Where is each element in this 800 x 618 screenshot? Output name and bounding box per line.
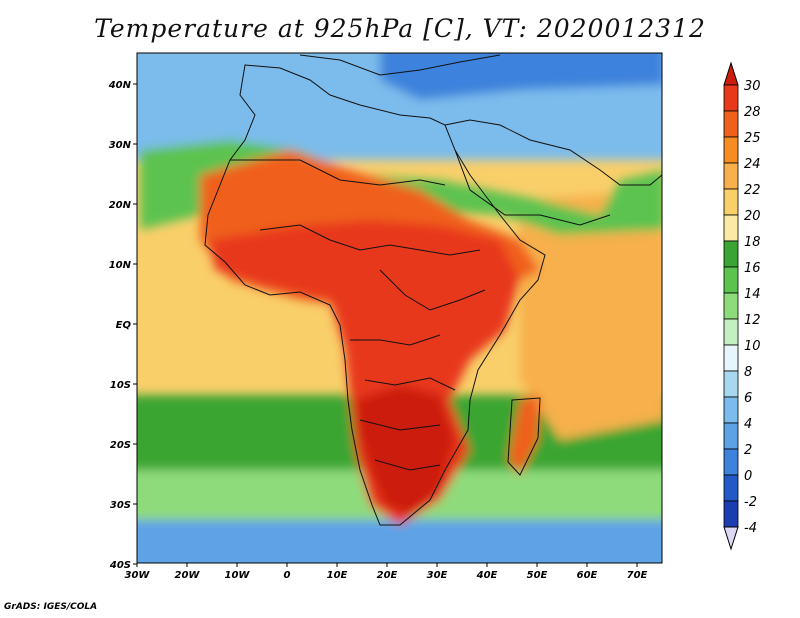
colorbar-label: -2 <box>744 495 757 510</box>
lat-tick-label: 30S <box>110 500 131 511</box>
colorbar-swatch <box>723 110 739 138</box>
colorbar-label: 30 <box>744 79 761 94</box>
grads-credit: GrADS: IGES/COLA <box>4 602 98 612</box>
colorbar-max-triangle <box>723 61 739 86</box>
colorbar-label: 25 <box>744 131 761 146</box>
colorbar-swatch <box>723 422 739 450</box>
lon-tick-label: 50E <box>527 570 548 581</box>
lon-tick-label: 20E <box>377 570 398 581</box>
temperature-field <box>137 53 662 563</box>
colorbar-label: 14 <box>744 287 761 302</box>
coastlines <box>204 54 662 526</box>
lat-tick-label: 40N <box>108 80 132 91</box>
lat-tick-label: EQ <box>116 320 132 331</box>
colorbar-label: 2 <box>744 443 752 458</box>
colorbar-swatch <box>723 396 739 424</box>
lat-tick-label: 10N <box>109 260 132 271</box>
lon-tick-label: 20W <box>175 570 201 581</box>
lon-tick-label: 60E <box>577 570 598 581</box>
colorbar-label: 4 <box>744 417 752 432</box>
field-indian-ocean <box>520 190 662 440</box>
colorbar-label: 8 <box>744 365 752 380</box>
lon-tick-label: 10W <box>225 570 251 581</box>
colorbar-swatch <box>723 266 739 294</box>
field-north-cold <box>380 53 662 100</box>
colorbar-swatch <box>723 188 739 216</box>
field-madagascar <box>508 395 540 475</box>
colorbar-label: 0 <box>744 469 752 484</box>
lat-tick-label: 10S <box>110 380 131 391</box>
colorbar-label: 10 <box>744 339 761 354</box>
colorbar-label: 16 <box>744 261 761 276</box>
colorbar-label: 20 <box>744 209 761 224</box>
map-frame <box>136 52 663 564</box>
lon-tick-label: 30E <box>427 570 448 581</box>
colorbar-swatch <box>723 474 739 502</box>
colorbar-swatch <box>723 448 739 476</box>
colorbar-swatch <box>723 318 739 346</box>
colorbar-swatch <box>723 500 739 528</box>
latitude-axis: 40N 30N 20N 10N EQ 10S 20S 30S 40S <box>108 80 137 571</box>
colorbar-swatch <box>723 84 739 112</box>
field-southern-africa-hot <box>355 385 455 515</box>
colorbar-label: 28 <box>744 105 761 120</box>
lon-tick-label: 40E <box>476 570 498 581</box>
colorbar-swatch <box>723 344 739 372</box>
lon-tick-label: 30W <box>125 570 151 581</box>
lat-tick-label: 20N <box>109 200 132 211</box>
colorbar-swatch <box>723 214 739 242</box>
colorbar-label: 22 <box>744 183 761 198</box>
colorbar-swatch <box>723 162 739 190</box>
colorbar-swatch <box>723 370 739 398</box>
lon-tick-label: 0 <box>284 570 291 581</box>
colorbar-label: 24 <box>744 157 761 172</box>
longitude-axis: 30W 20W 10W 0 10E 20E 30E 40E 50E 60E 70E <box>125 563 648 581</box>
colorbar-min-triangle <box>723 526 739 551</box>
colorbar-swatch <box>723 292 739 320</box>
colorbar-swatch <box>723 136 739 164</box>
lat-tick-label: 20S <box>110 440 131 451</box>
field-south-cold <box>137 520 662 563</box>
colorbar-swatch <box>723 240 739 268</box>
lon-tick-label: 70E <box>627 570 648 581</box>
colorbar-label: 12 <box>744 313 761 328</box>
colorbar-label: -4 <box>744 521 757 536</box>
lat-tick-label: 40S <box>109 560 131 571</box>
map-title: Temperature at 925hPa [C], VT: 202001231… <box>94 14 706 43</box>
lat-tick-label: 30N <box>109 140 132 151</box>
lon-tick-label: 10E <box>327 570 348 581</box>
colorbar-label: 6 <box>744 391 752 406</box>
colorbar-label: 18 <box>744 235 761 250</box>
